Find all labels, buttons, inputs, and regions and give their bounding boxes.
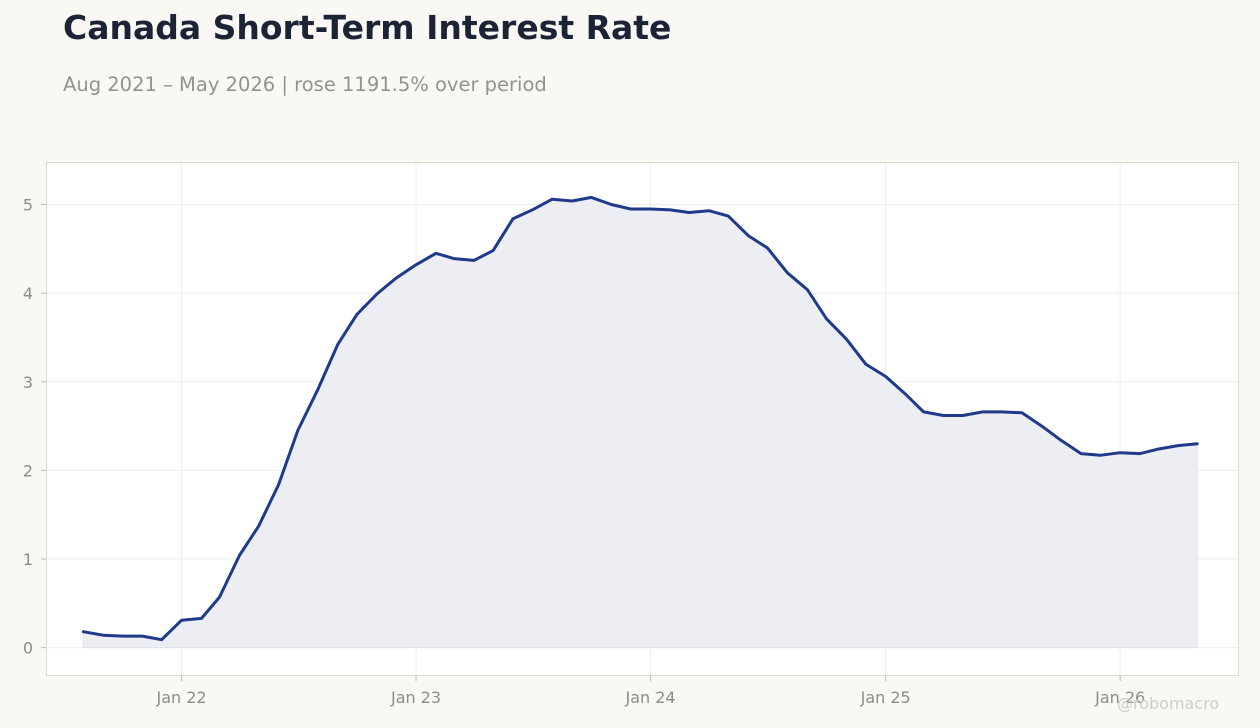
y-tick-label: 4: [23, 284, 33, 303]
chart-subtitle: Aug 2021 – May 2026 | rose 1191.5% over …: [63, 73, 547, 96]
watermark: @robomacro: [1117, 694, 1220, 713]
chart-title: Canada Short-Term Interest Rate: [63, 8, 672, 47]
y-axis: 0 1 2 3 4 5: [23, 196, 46, 658]
x-tick-label: Jan 25: [860, 688, 911, 707]
x-tick-label: Jan 23: [390, 688, 441, 707]
plot-frame: [46, 162, 1239, 676]
y-tick-label: 2: [23, 461, 33, 480]
series-line: [81, 195, 1199, 642]
x-tick-label: Jan 26: [1094, 688, 1145, 707]
x-tick-label: Jan 24: [624, 688, 675, 707]
x-tick-label: Jan 22: [155, 688, 206, 707]
y-tick-label: 0: [23, 639, 33, 658]
y-tick-label: 3: [23, 373, 33, 392]
y-tick-label: 5: [23, 196, 33, 215]
x-axis: Jan 22 Jan 23 Jan 24 Jan 25 Jan 26: [155, 676, 1145, 707]
y-tick-label: 1: [23, 550, 33, 569]
